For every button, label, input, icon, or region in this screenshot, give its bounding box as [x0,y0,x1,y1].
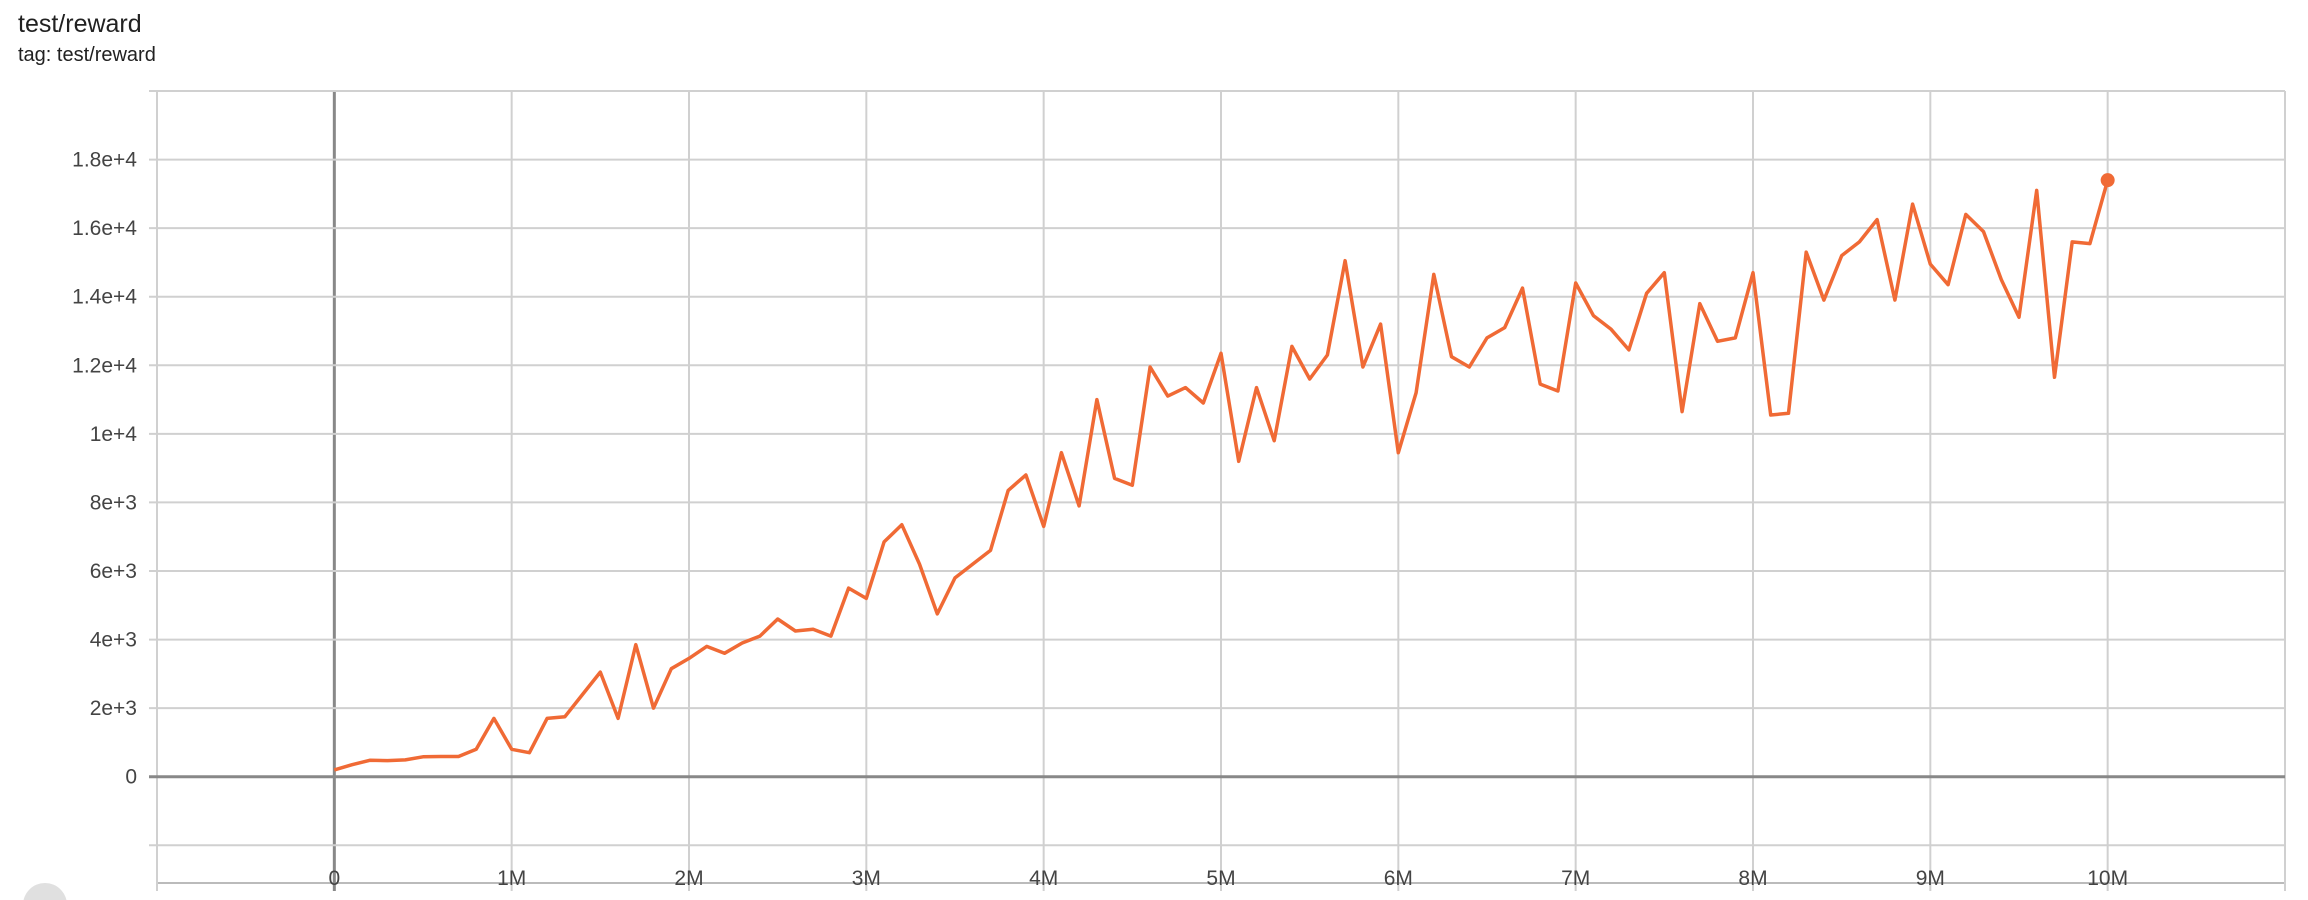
y-tick-label: 1.6e+4 [72,217,137,240]
x-tick-label: 9M [1916,867,1945,890]
x-tick-label: 8M [1738,867,1767,890]
x-tick-label: 7M [1561,867,1590,890]
x-tick-label: 6M [1384,867,1413,890]
x-axis-labels: 0 1M 2M 3M 4M 5M 6M 7M 8M 9M 10M [328,867,2128,890]
options-button[interactable] [23,883,67,900]
x-tick-label: 10M [2087,867,2128,890]
x-tick-label: 4M [1029,867,1058,890]
y-tick-label: 1e+4 [90,423,138,446]
y-tick-label: 1.4e+4 [72,286,137,309]
series-line [333,179,2110,772]
y-tick-label: 1.8e+4 [72,149,137,172]
x-tick-label: 2M [674,867,703,890]
x-tick-label: 5M [1206,867,1235,890]
y-axis-labels: 0 2e+3 4e+3 6e+3 8e+3 1e+4 1.2e+4 1.4e+4 1.6e+4 1… [72,149,137,789]
y-tick-label: 2e+3 [90,697,137,720]
series [333,173,2115,772]
y-tick-label: 0 [125,766,137,789]
chart-tag: tag: test/reward [18,44,156,66]
x-tick-label: 1M [497,867,526,890]
x-tick-label: 3M [852,867,881,890]
grid [149,90,2286,891]
y-tick-label: 4e+3 [90,629,137,652]
chart-title: test/reward [18,10,142,38]
y-tick-label: 6e+3 [90,560,137,583]
data-point [2100,173,2115,188]
x-tick-label: 0 [328,867,340,890]
y-tick-label: 8e+3 [90,491,137,514]
y-tick-label: 1.2e+4 [72,354,137,377]
